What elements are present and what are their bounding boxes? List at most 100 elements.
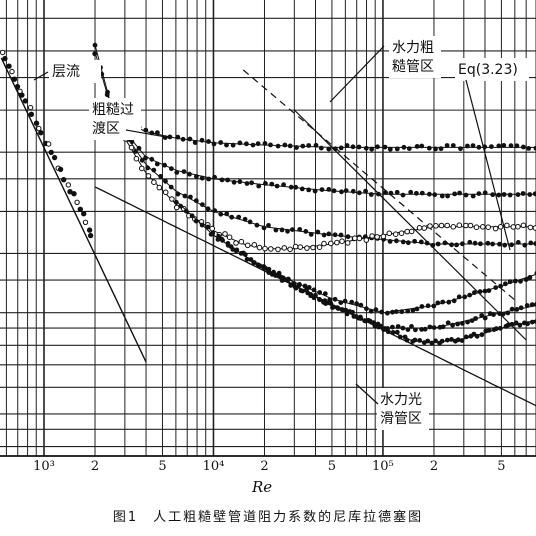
data-point [139,165,145,172]
data-point [352,235,358,241]
data-point [228,244,234,250]
data-point [268,246,274,252]
data-point [256,183,262,189]
data-point [262,141,268,146]
data-point [199,175,205,181]
data-point [369,233,375,239]
data-point [401,144,407,150]
data-point [311,287,317,293]
data-point [414,144,420,149]
data-point [175,191,181,197]
x-tick-label: 5 [328,459,336,474]
data-point [342,298,348,304]
data-point [455,321,460,327]
data-point [206,139,211,144]
data-point [449,242,454,248]
data-point [175,134,181,140]
data-point [395,324,401,329]
x-tick-label: 2 [430,459,438,474]
data-point [310,244,316,251]
data-point [302,283,308,289]
data-point [326,231,332,237]
data-point [308,293,314,299]
data-point [444,143,450,148]
data-point [200,202,205,208]
data-point [382,144,388,150]
data-point [385,310,390,316]
label-bg [377,388,429,430]
data-point [139,157,145,163]
data-point [439,338,445,344]
data-point [514,143,520,149]
leader-arrow [125,129,173,139]
data-point [467,222,474,229]
data-point [381,327,387,332]
data-point [532,191,536,197]
data-point [206,176,212,182]
data-point [477,289,483,294]
data-point [154,161,160,167]
data-point [393,309,399,314]
data-point [528,240,534,246]
data-point [479,313,485,318]
data-point [532,225,536,231]
data-point [431,303,437,309]
data-point [510,224,517,230]
data-point [22,98,29,104]
data-point [421,225,428,231]
data-point [507,279,513,285]
data-point [442,240,448,246]
data-point [328,301,334,306]
data-point [2,55,8,62]
data-point [266,223,271,228]
data-point [482,190,488,196]
data-point [357,190,362,196]
data-point [419,143,425,149]
data-point [432,192,438,198]
data-point [338,300,344,305]
data-point [332,232,338,238]
data-point [517,322,523,328]
data-points [0,42,536,346]
data-point [244,242,251,249]
data-point [502,242,508,248]
data-point [316,244,323,250]
data-point [145,173,152,179]
x-tick-label: 5 [497,459,505,474]
data-point [218,211,224,217]
data-point [279,227,285,233]
data-point [425,303,431,309]
data-point [426,145,432,151]
data-point [237,179,243,185]
data-point [312,188,318,194]
data-point [450,143,456,148]
data-point [527,224,534,231]
x-tick-label: 10⁵ [372,459,394,474]
data-point [405,308,411,314]
data-point [491,312,496,317]
data-point [363,188,368,194]
data-point [145,165,151,171]
data-point [173,199,179,205]
data-point [533,241,536,246]
data-point [408,189,414,195]
label-bg [389,36,441,78]
data-point [349,299,355,305]
data-point [366,317,371,323]
data-point [57,166,64,173]
data-point [414,306,420,312]
data-point [417,338,423,343]
data-point [405,327,411,332]
x-tick-label: 5 [158,459,166,474]
data-point [278,274,284,280]
data-point [440,299,446,305]
data-point [288,184,294,190]
data-point [452,191,458,197]
data-point [209,225,215,232]
data-point [412,337,418,343]
data-point [48,149,54,156]
data-point [149,156,155,162]
